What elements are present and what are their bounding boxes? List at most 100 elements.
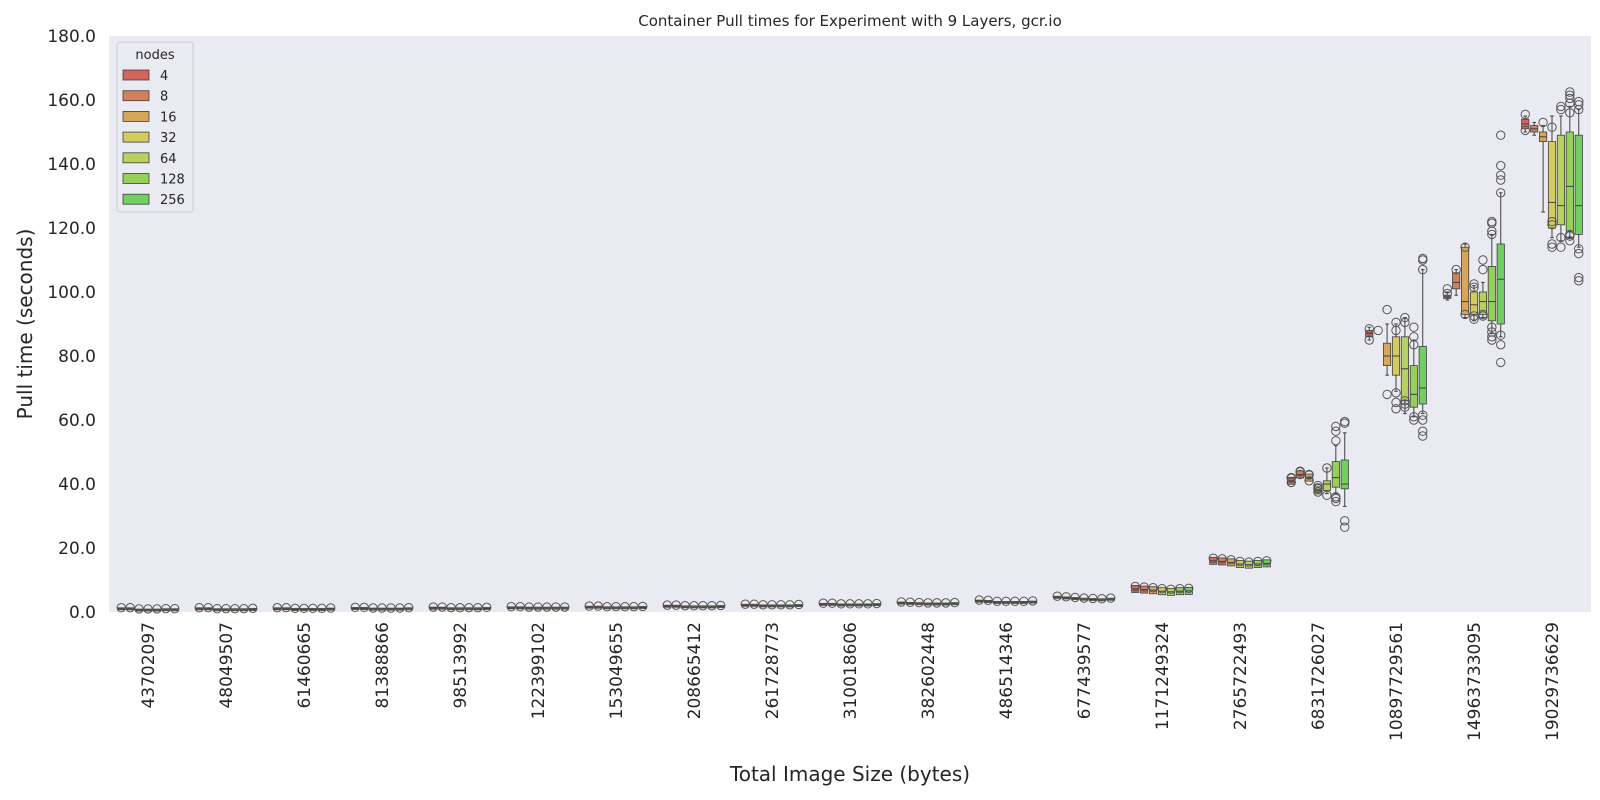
outlier-point [1469,311,1479,321]
legend-title: nodes [135,48,174,63]
outlier-point [1556,101,1566,112]
x-tick-label: 382602448 [919,622,939,719]
outlier-point [1019,596,1029,606]
outlier-point [1547,239,1557,249]
outlier-point [1460,242,1470,252]
outlier-point [1487,332,1497,342]
outlier-point [524,602,534,612]
outlier-point [1478,309,1488,320]
outlier-point [1400,402,1410,412]
outlier-point [437,602,447,612]
x-tick-label: 208665412 [685,622,705,719]
outlier-point [1460,309,1470,320]
y-tick-label: 100.0 [47,283,96,303]
outlier-point [1010,596,1020,606]
outlier-point [1451,264,1461,275]
outlier-point [827,598,837,608]
outlier-point [1313,480,1323,491]
legend-label: 16 [160,110,177,125]
outlier-point [1400,312,1410,323]
outlier-point [1496,170,1506,180]
outlier-point [863,599,873,609]
legend-label: 32 [160,131,177,146]
y-tick-label: 20.0 [58,539,96,559]
outlier-point [1262,556,1272,566]
outlier-point [1001,596,1011,606]
boxes-layer [116,87,1584,614]
outlier-point [1391,397,1401,408]
outlier-point [1400,396,1410,406]
x-tick-label: 19029736629 [1543,622,1563,741]
outlier-point [473,602,483,613]
x-tick-label: 677439577 [1075,622,1095,719]
outlier-point [1565,236,1575,246]
outlier-point [1175,583,1185,594]
outlier-point [950,597,960,608]
outlier-point [1496,330,1506,340]
legend-swatch [122,173,150,184]
legend-swatch [122,152,150,164]
x-tick-label: 1171249324 [1153,622,1173,730]
outlier-point [1097,594,1107,604]
outlier-point [1364,335,1374,345]
outlier-point [1208,553,1218,563]
outlier-point [584,601,594,611]
outlier-point [1295,469,1305,480]
outlier-point [1418,410,1428,420]
outlier-point [689,601,699,611]
x-tick-label: 98513992 [451,622,471,709]
outlier-point [1556,232,1566,243]
outlier-point [629,602,639,612]
x-tick-label: 43702097 [139,622,159,709]
outlier-point [1478,264,1488,275]
outlier-point [116,602,126,613]
x-tick-label: 6831726027 [1309,622,1329,730]
outlier-point [1382,389,1392,400]
outlier-point [1079,593,1089,603]
outlier-point [1313,484,1323,494]
outlier-point [905,597,915,607]
outlier-point [698,601,708,611]
outlier-point [248,603,258,614]
y-tick-label: 0.0 [69,603,96,623]
outlier-point [1556,104,1566,115]
outlier-point [551,602,561,612]
outlier-point [134,604,144,614]
legend-label: 4 [160,69,168,84]
outlier-point [290,603,300,614]
box [1478,291,1487,315]
outlier-point [203,602,213,613]
legend: nodes 4 8 16 32 64 128 256 [116,41,194,213]
x-tick-label: 122399102 [529,622,549,719]
outlier-point [455,602,465,613]
outlier-point [1496,357,1506,368]
outlier-point [1478,255,1488,265]
outlier-point [1088,593,1098,604]
outlier-point [239,603,249,614]
outlier-point [1166,584,1176,594]
outlier-point [194,602,204,613]
outlier-point [1331,426,1341,436]
outlier-point [1244,557,1254,567]
legend-swatch [122,131,150,143]
outlier-point [758,600,768,610]
outlier-point [1157,583,1167,594]
y-tick-label: 120.0 [47,219,96,239]
outlier-point [767,600,777,610]
outlier-point [404,602,414,613]
outlier-point [836,599,846,609]
y-tick-label: 180.0 [47,27,96,47]
outlier-point [872,598,882,609]
box [1496,243,1505,325]
outlier-point [638,601,648,612]
outlier-point [1331,421,1341,432]
y-axis-label: Pull time (seconds) [13,229,37,420]
outlier-point [941,598,951,608]
outlier-point [1442,284,1452,294]
outlier-point [125,602,135,613]
x-tick-label: 61460665 [295,622,315,709]
outlier-point [1391,388,1401,398]
box [1409,365,1418,408]
x-axis-label: Total Image Size (bytes) [729,762,970,786]
outlier-point [1295,466,1305,476]
